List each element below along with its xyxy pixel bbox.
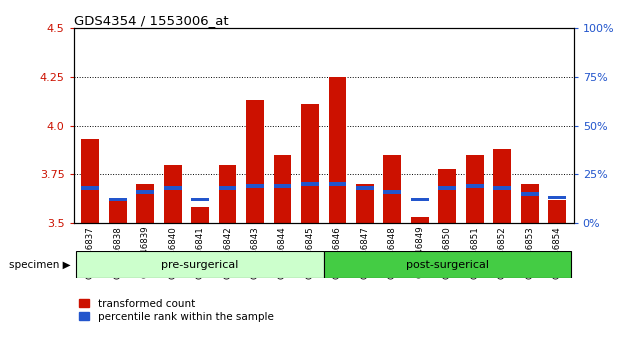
Bar [356,186,374,190]
Bar [548,196,566,199]
Bar [81,139,99,223]
Text: pre-surgerical: pre-surgerical [162,259,238,270]
Text: post-surgerical: post-surgerical [406,259,489,270]
Bar [411,217,429,223]
Bar [246,101,264,223]
Bar [438,186,456,190]
Bar [191,207,209,223]
Bar [163,165,181,223]
Bar [328,182,346,186]
Bar [301,182,319,186]
Bar [219,186,237,190]
Bar [163,186,181,190]
Bar [109,198,127,201]
Bar [383,155,401,223]
Bar [324,251,571,278]
Bar [466,155,484,223]
Bar [81,186,99,190]
Bar [411,198,429,201]
Bar [494,149,511,223]
Legend: transformed count, percentile rank within the sample: transformed count, percentile rank withi… [79,299,274,322]
Bar [548,200,566,223]
Bar [494,186,511,190]
Bar [219,165,237,223]
Bar [76,251,324,278]
Text: GDS4354 / 1553006_at: GDS4354 / 1553006_at [74,14,228,27]
Bar [274,184,292,188]
Bar [520,192,538,195]
Bar [109,198,127,223]
Bar [137,184,154,223]
Bar [328,77,346,223]
Bar [438,169,456,223]
Bar [301,104,319,223]
Bar [246,184,264,188]
Bar [466,184,484,188]
Bar [520,184,538,223]
Bar [356,184,374,223]
Bar [274,155,292,223]
Bar [383,190,401,194]
Text: specimen ▶: specimen ▶ [9,259,71,270]
Bar [191,198,209,201]
Bar [137,190,154,194]
